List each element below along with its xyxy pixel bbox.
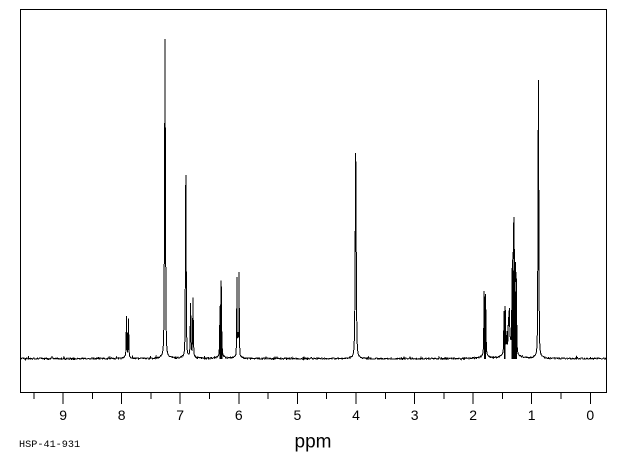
svg-text:9: 9 bbox=[59, 407, 67, 423]
svg-text:5: 5 bbox=[294, 407, 302, 423]
svg-text:6: 6 bbox=[235, 407, 243, 423]
svg-text:HSP-41-931: HSP-41-931 bbox=[19, 440, 80, 451]
svg-text:2: 2 bbox=[469, 407, 477, 423]
svg-text:7: 7 bbox=[176, 407, 184, 423]
svg-text:8: 8 bbox=[118, 407, 126, 423]
svg-text:0: 0 bbox=[586, 407, 594, 423]
svg-text:1: 1 bbox=[528, 407, 536, 423]
svg-text:3: 3 bbox=[411, 407, 419, 423]
svg-text:4: 4 bbox=[352, 407, 360, 423]
svg-text:ppm: ppm bbox=[295, 432, 332, 453]
